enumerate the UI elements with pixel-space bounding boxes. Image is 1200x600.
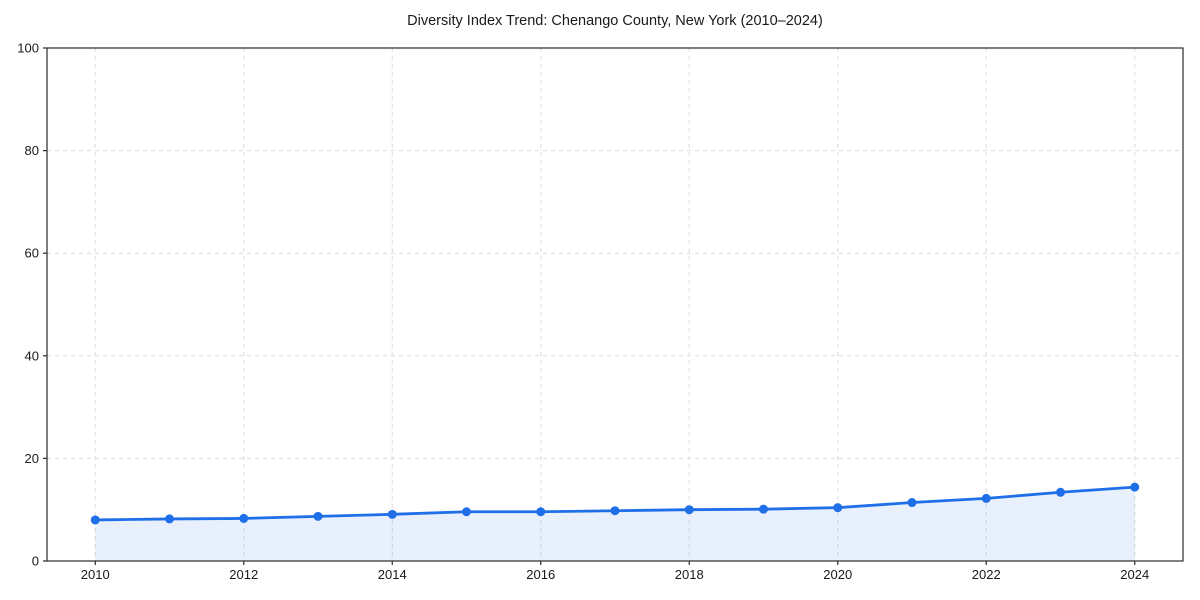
data-point-marker bbox=[387, 509, 397, 519]
data-point-marker bbox=[1055, 487, 1065, 497]
x-tick-label: 2024 bbox=[1120, 567, 1149, 582]
y-tick-label: 0 bbox=[32, 554, 39, 569]
data-point-marker bbox=[462, 507, 472, 517]
y-tick-label: 80 bbox=[25, 143, 39, 158]
x-tick-label: 2018 bbox=[675, 567, 704, 582]
chart-title: Diversity Index Trend: Chenango County, … bbox=[407, 13, 823, 29]
data-point-marker bbox=[981, 493, 991, 503]
data-point-marker bbox=[313, 511, 323, 521]
data-point-marker bbox=[239, 513, 249, 523]
y-tick-label: 40 bbox=[25, 348, 39, 363]
data-point-marker bbox=[536, 507, 546, 517]
data-point-marker bbox=[90, 515, 100, 525]
x-tick-label: 2010 bbox=[81, 567, 110, 582]
y-tick-label: 100 bbox=[17, 41, 39, 56]
data-point-marker bbox=[907, 498, 917, 508]
y-tick-label: 20 bbox=[25, 451, 39, 466]
x-tick-label: 2022 bbox=[972, 567, 1001, 582]
data-point-marker bbox=[610, 506, 620, 516]
data-point-marker bbox=[758, 504, 768, 514]
x-tick-label: 2020 bbox=[823, 567, 852, 582]
x-tick-label: 2014 bbox=[378, 567, 407, 582]
data-point-marker bbox=[1130, 482, 1140, 492]
y-tick-label: 60 bbox=[25, 246, 39, 261]
plot-border bbox=[46, 47, 1184, 562]
data-point-marker bbox=[165, 514, 175, 524]
data-point-marker bbox=[684, 505, 694, 515]
data-point-marker bbox=[833, 503, 843, 513]
x-tick-label: 2012 bbox=[229, 567, 258, 582]
x-tick-label: 2016 bbox=[526, 567, 555, 582]
